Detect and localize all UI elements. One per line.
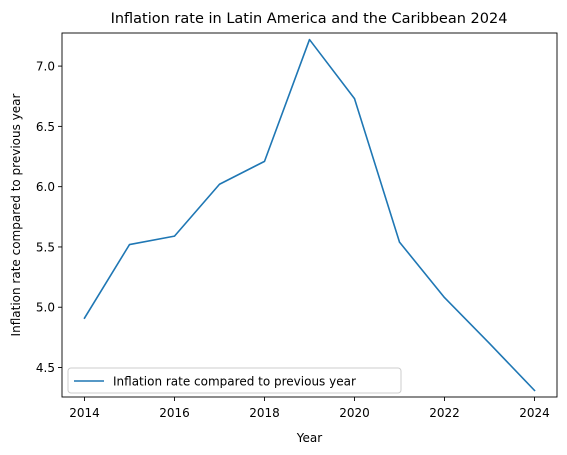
x-tick-label: 2014 — [69, 406, 100, 420]
y-tick-label: 7.0 — [36, 60, 55, 74]
data-point — [128, 243, 131, 246]
x-tick-label: 2020 — [339, 406, 370, 420]
data-point — [398, 241, 401, 243]
data-point — [218, 183, 221, 185]
y-tick-label: 5.5 — [36, 240, 55, 254]
plot-area — [61, 32, 558, 398]
y-tick-label: 6.5 — [36, 120, 55, 134]
x-tick-label: 2022 — [429, 406, 460, 420]
data-point — [533, 389, 536, 392]
x-axis-label: Year — [296, 431, 322, 445]
data-point — [353, 98, 356, 100]
data-point — [488, 342, 491, 345]
chart-title: Inflation rate in Latin America and the … — [111, 11, 508, 27]
x-tick-label: 2016 — [159, 406, 190, 420]
x-tick-label: 2018 — [249, 406, 280, 420]
data-point — [263, 160, 266, 162]
x-axis-ticks: 2014 2016 2018 2020 2022 2024 — [69, 397, 550, 420]
data-point — [308, 38, 311, 41]
y-tick-label: 4.5 — [36, 361, 55, 375]
legend-box — [67, 367, 402, 394]
y-axis-label: Inflation rate compared to previous year — [9, 93, 23, 336]
legend: Inflation rate compared to previous year — [67, 367, 402, 394]
x-tick-label: 2024 — [519, 406, 550, 420]
data-point — [443, 296, 446, 299]
y-tick-label: 6.0 — [36, 180, 55, 194]
data-point — [173, 235, 176, 237]
data-point — [83, 317, 86, 319]
legend-label: Inflation rate compared to previous year — [113, 375, 356, 389]
y-axis-ticks: 4.5 5.0 5.5 6.0 6.5 7.0 — [36, 60, 62, 375]
plot-frame — [61, 32, 558, 398]
y-tick-label: 5.0 — [36, 301, 55, 315]
series-layer — [83, 38, 536, 392]
